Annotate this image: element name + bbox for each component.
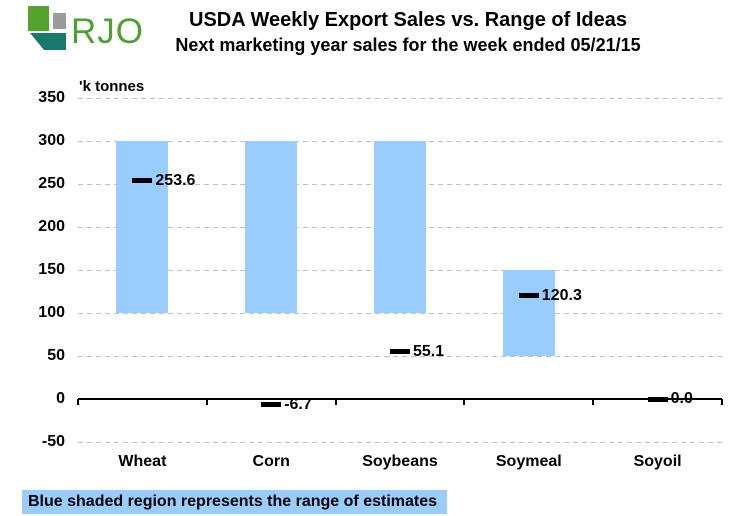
category-label-soyoil: Soyoil — [633, 453, 682, 470]
actual-marker-soyoil — [647, 396, 668, 402]
y-tick-label-150: 150 — [38, 261, 65, 278]
footer-note: Blue shaded region represents the range … — [22, 490, 448, 514]
value-label-soymeal: 120.3 — [541, 286, 582, 304]
x-axis-tick-0 — [77, 399, 79, 405]
range-bar-wheat — [116, 141, 169, 313]
value-label-wheat: 253.6 — [155, 171, 196, 189]
actual-marker-wheat — [132, 178, 153, 184]
y-tick-label-0: 0 — [56, 390, 65, 407]
actual-marker-corn — [261, 402, 282, 408]
rjo-logo-text: RJO — [71, 11, 144, 51]
x-axis-tick-4 — [592, 399, 595, 405]
y-tick-label-50: 50 — [47, 347, 65, 364]
value-label-soyoil: 0.0 — [670, 390, 693, 407]
range-bar-soymeal — [502, 270, 555, 356]
gridline-350 — [78, 98, 722, 99]
y-tick-label-300: 300 — [38, 132, 65, 149]
rjo-logo: RJO — [28, 6, 144, 56]
y-tick-label-100: 100 — [38, 304, 65, 321]
x-axis-tick-3 — [463, 399, 466, 405]
value-label-soybeans: 55.1 — [413, 342, 445, 360]
x-axis-tick-5 — [721, 399, 723, 405]
category-label-wheat: Wheat — [118, 453, 167, 470]
y-tick-label-250: 250 — [38, 175, 65, 192]
y-axis-unit-label: 'k tonnes — [79, 78, 145, 95]
chart-header: USDA Weekly Export Sales vs. Range of Id… — [68, 9, 748, 56]
category-label-soybeans: Soybeans — [362, 453, 438, 470]
y-tick-label--50: -50 — [41, 433, 65, 450]
y-tick-label-200: 200 — [38, 218, 65, 235]
value-label-corn: -6.7 — [284, 395, 312, 413]
range-bar-corn — [245, 141, 298, 313]
category-label-corn: Corn — [252, 453, 290, 470]
category-label-soymeal: Soymeal — [495, 453, 562, 470]
x-axis-tick-1 — [205, 399, 208, 405]
actual-marker-soymeal — [518, 293, 539, 298]
x-axis-tick-2 — [334, 399, 337, 405]
gridline-100 — [78, 313, 722, 314]
range-bar-soybeans — [374, 141, 426, 313]
chart-title: USDA Weekly Export Sales vs. Range of Id… — [189, 9, 627, 31]
gridline--50 — [78, 442, 722, 443]
gridline-50 — [78, 356, 722, 357]
chart-subtitle: Next marketing year sales for the week e… — [175, 35, 641, 55]
rjo-logo-icon — [28, 6, 66, 50]
actual-marker-soybeans — [390, 349, 410, 355]
x-axis-line — [78, 398, 722, 400]
y-tick-label-350: 350 — [38, 89, 65, 106]
